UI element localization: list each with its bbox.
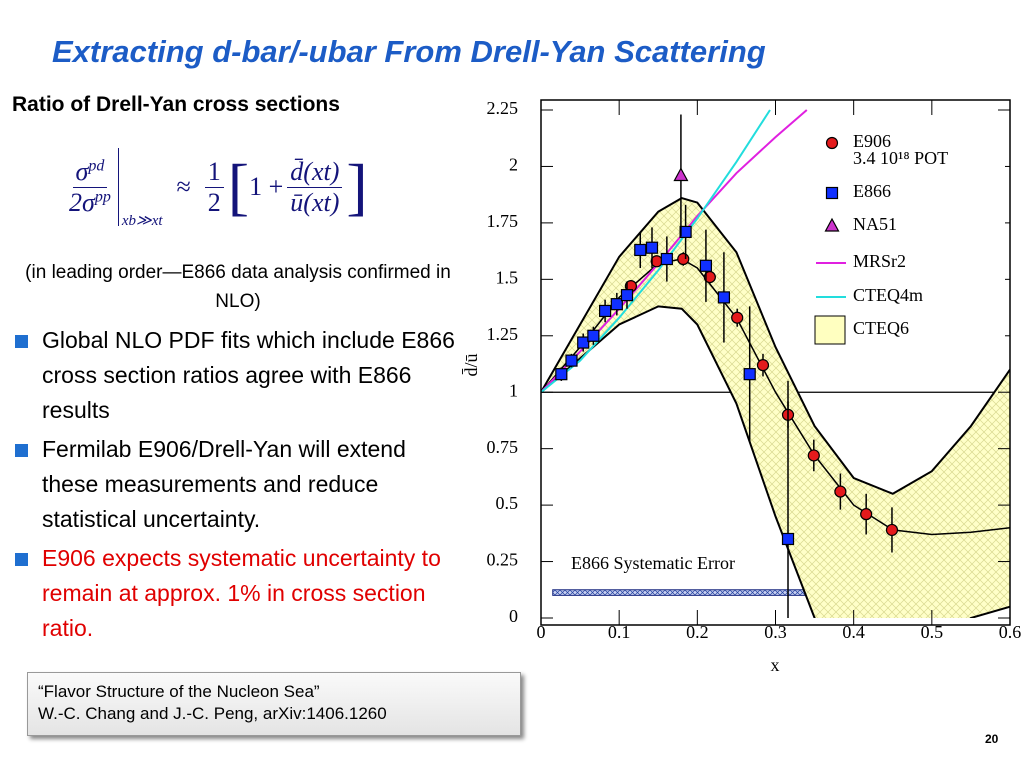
point [743, 368, 756, 381]
point [634, 243, 647, 257]
bullet: E906 expects systematic uncertainty to r… [14, 541, 464, 646]
point [825, 186, 839, 200]
y-axis-label: d̄/ū [461, 353, 481, 376]
formula: σpd 2σpp xb≫xt ≈ 1 2 [ 1 + d̄(xt) ū(xt) … [62, 148, 368, 229]
x-tick-label: 0.6 [999, 622, 1022, 642]
point [610, 298, 623, 311]
note: (in leading order—E866 data analysis con… [25, 262, 451, 312]
x-tick-label: 0 [537, 622, 546, 642]
x-axis-label: x [771, 655, 780, 675]
subtitle: Ratio of Drell-Yan cross sections [12, 93, 340, 116]
x-tick-label: 0.2 [686, 622, 709, 642]
formula-text: 1 [204, 157, 224, 188]
bullet: Global NLO PDF fits which include E866 c… [14, 323, 464, 428]
y-tick-label: 1 [509, 380, 518, 400]
x-tick-label: 0.3 [764, 622, 787, 642]
formula-text: σ [75, 156, 89, 186]
formula-text: 2 [207, 187, 221, 217]
page-number: 20 [985, 732, 999, 746]
y-tick-label: 1.25 [487, 324, 519, 344]
point [565, 354, 578, 367]
point [650, 255, 663, 268]
point [577, 336, 590, 349]
systematic-band [552, 589, 816, 596]
y-tick-label: 1.75 [487, 211, 519, 231]
point [834, 485, 847, 498]
legend-swatch [814, 315, 846, 345]
point [587, 329, 600, 342]
point [717, 291, 731, 304]
point [860, 508, 873, 521]
citation-box: “Flavor Structure of the Nucleon Sea” W.… [27, 672, 521, 736]
citation-line: W.-C. Chang and J.-C. Peng, arXiv:1406.1… [38, 704, 387, 723]
y-tick-label: 0.75 [487, 437, 519, 457]
legend-label: CTEQ6 [853, 318, 909, 338]
y-tick-label: 0.5 [496, 493, 519, 513]
bracket: ] [346, 151, 368, 222]
y-tick-label: 2.25 [487, 98, 519, 118]
fraction: σpd 2σpp [66, 157, 114, 218]
point [620, 289, 634, 302]
bullet-list: Global NLO PDF fits which include E866 c… [14, 323, 464, 650]
citation-line: “Flavor Structure of the Nucleon Sea” [38, 682, 320, 701]
band-lower [541, 305, 1010, 618]
legend-label: E866 [853, 181, 891, 201]
curve [541, 109, 771, 393]
y-tick-label: 2 [509, 155, 518, 175]
legend-box [806, 124, 1005, 352]
point [598, 304, 612, 318]
band-upper [541, 197, 1010, 495]
bullet: Fermilab E906/Drell-Yan will extend thes… [14, 432, 464, 537]
formula-text: pp [94, 187, 111, 205]
legend-note: 3.4 10¹⁸ POT [853, 148, 948, 168]
x-tick-label: 0.1 [608, 622, 631, 642]
point [807, 449, 820, 462]
point [885, 523, 899, 537]
point [756, 359, 770, 372]
point [825, 136, 839, 150]
band-fill [541, 198, 1010, 618]
point [555, 368, 568, 381]
legend-label: NA51 [853, 214, 897, 234]
fraction: 1 2 [204, 157, 224, 218]
point [781, 532, 795, 546]
y-tick-label: 0.25 [487, 550, 519, 570]
x-tick-label: 0.4 [842, 622, 865, 642]
annotation: E866 Systematic Error [571, 553, 735, 573]
point [731, 311, 744, 324]
point [660, 252, 673, 266]
formula-text: 2σ [69, 187, 95, 217]
bracket: [ [227, 151, 250, 222]
point [677, 252, 690, 266]
legend-label: MRSr2 [853, 251, 906, 271]
point [679, 225, 692, 239]
point [824, 217, 840, 232]
slide-title: Extracting d-bar/-ubar From Drell-Yan Sc… [52, 34, 766, 69]
legend-label: CTEQ4m [853, 285, 923, 305]
x-tick-label: 0.5 [921, 622, 944, 642]
formula-text: ū(xt) [290, 187, 340, 217]
formula-text: xb≫xt [121, 213, 163, 229]
point [645, 241, 659, 254]
point [673, 167, 689, 182]
evaluation-bar [117, 148, 119, 226]
formula-text: pd [88, 156, 105, 174]
fraction: d̄(xt) ū(xt) [287, 157, 343, 218]
y-tick-label: 1.5 [496, 267, 519, 287]
point [699, 259, 713, 272]
formula-text: d̄(xt) [287, 157, 343, 188]
formula-text: ≈ [176, 172, 191, 201]
formula-text: 1 + [249, 172, 284, 201]
legend-label: E906 [853, 131, 891, 151]
y-tick-label: 0 [509, 606, 518, 626]
